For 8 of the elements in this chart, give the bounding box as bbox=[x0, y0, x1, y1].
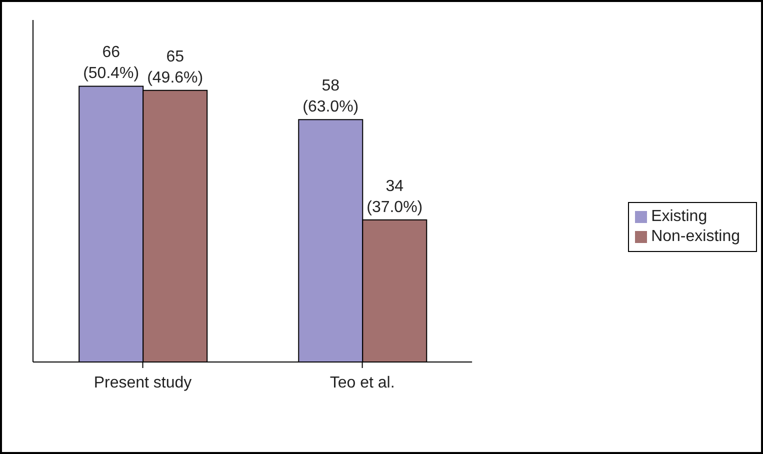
x-tick-label: Present study bbox=[94, 374, 192, 392]
legend-label: Non-existing bbox=[651, 228, 740, 245]
data-label: 34 (37.0%) bbox=[366, 178, 423, 216]
legend-label: Existing bbox=[651, 208, 708, 225]
data-label: 65 (49.6%) bbox=[147, 48, 204, 86]
data-label: 66 (50.4%) bbox=[83, 44, 140, 82]
x-tick-label: Teo et al. bbox=[330, 374, 395, 392]
data-label: 58 (63.0%) bbox=[302, 78, 359, 116]
